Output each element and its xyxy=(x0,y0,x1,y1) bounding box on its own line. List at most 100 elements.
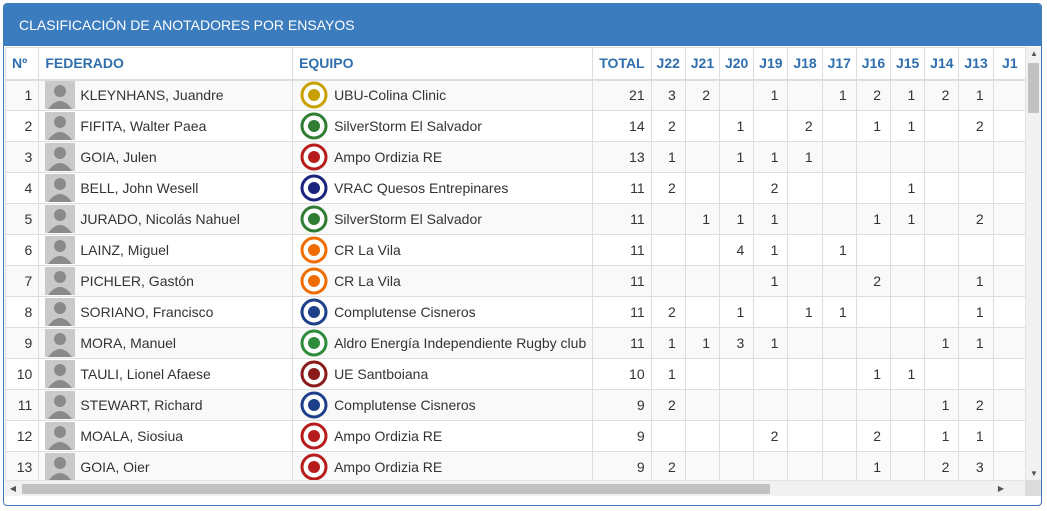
team-name[interactable]: UBU-Colina Clinic xyxy=(334,87,447,104)
equipo-cell[interactable]: Ampo Ordizia RE xyxy=(292,420,594,452)
team-name[interactable]: UE Santboiana xyxy=(334,366,429,382)
team-name[interactable]: Ampo Ordizia RE xyxy=(334,428,443,444)
federado-cell[interactable]: STEWART, Richard xyxy=(38,389,294,421)
federado-cell[interactable]: MORA, Manuel xyxy=(38,327,294,359)
table-row[interactable]: 7 PICHLER, Gastón CR La Vila 11 1 2 1 xyxy=(5,265,1027,297)
horizontal-scroll-thumb[interactable] xyxy=(22,484,770,494)
col-j1x[interactable]: J1 xyxy=(992,47,1027,81)
table-row[interactable]: 11 STEWART, Richard Complutense Cisneros 9 2… xyxy=(5,389,1027,421)
col-j19[interactable]: J19 xyxy=(753,47,789,81)
col-j16[interactable]: J16 xyxy=(855,47,892,81)
equipo-cell[interactable]: UE Santboiana xyxy=(292,358,594,390)
col-j17[interactable]: J17 xyxy=(821,47,857,81)
equipo-cell[interactable]: CR La Vila xyxy=(292,234,594,266)
table-row[interactable]: 10 TAULI, Lionel Afaese UE Santboiana 10 1 1 1 xyxy=(5,358,1027,390)
equipo-cell[interactable]: SilverStorm El Salvador xyxy=(292,110,594,142)
round-tries-cell: 1 xyxy=(787,141,823,173)
col-federado[interactable]: FEDERADO xyxy=(38,47,294,81)
table-row[interactable]: 12 MOALA, Siosiua Ampo Ordizia RE 9 2 2 1 1 xyxy=(5,420,1027,452)
col-j22[interactable]: J22 xyxy=(650,47,686,81)
table-row[interactable]: 1 KLEYNHANS, Juandre UBU-Colina Clinic 21 3 2… xyxy=(5,79,1027,111)
scroll-up-icon[interactable]: ▲ xyxy=(1030,49,1038,58)
scroll-left-icon[interactable]: ◀ xyxy=(9,484,17,493)
player-name[interactable]: FIFITA, Walter Paea xyxy=(80,118,207,134)
table-row[interactable]: 2 FIFITA, Walter Paea SilverStorm El Salva… xyxy=(5,110,1027,142)
round-tries-cell: 1 xyxy=(890,110,926,142)
scroll-right-icon[interactable]: ▶ xyxy=(997,484,1005,493)
col-equipo[interactable]: EQUIPO xyxy=(292,47,594,81)
col-j18[interactable]: J18 xyxy=(787,47,823,81)
player-name[interactable]: STEWART, Richard xyxy=(80,397,203,413)
col-j20[interactable]: J20 xyxy=(719,47,755,81)
player-name[interactable]: GOIA, Oier xyxy=(80,459,150,475)
federado-cell[interactable]: TAULI, Lionel Afaese xyxy=(38,358,294,390)
table-row[interactable]: 4 BELL, John Wesell VRAC Quesos Entrepinar… xyxy=(5,172,1027,204)
horizontal-scrollbar[interactable]: ◀ ▶ xyxy=(5,480,1027,496)
team-name[interactable]: SilverStorm El Salvador xyxy=(334,118,482,134)
row-position: 10 xyxy=(5,358,40,390)
table-row[interactable]: 3 GOIA, Julen Ampo Ordizia RE 13 1 1 1 1 xyxy=(5,141,1027,173)
player-name[interactable]: BELL, John Wesell xyxy=(80,180,199,196)
team-name[interactable]: CR La Vila xyxy=(334,273,401,289)
team-logo-icon xyxy=(299,391,329,419)
federado-cell[interactable]: MOALA, Siosiua xyxy=(38,420,294,452)
team-name[interactable]: CR La Vila xyxy=(334,242,401,258)
federado-cell[interactable]: GOIA, Julen xyxy=(38,141,294,173)
vertical-scroll-thumb[interactable] xyxy=(1028,63,1039,113)
equipo-cell[interactable]: UBU-Colina Clinic xyxy=(292,79,594,111)
round-tries-cell: 2 xyxy=(855,420,892,452)
player-name[interactable]: GOIA, Julen xyxy=(80,149,157,165)
player-name[interactable]: MORA, Manuel xyxy=(80,335,177,351)
player-name[interactable]: KLEYNHANS, Juandre xyxy=(80,87,224,104)
col-j21[interactable]: J21 xyxy=(684,47,721,81)
player-name[interactable]: TAULI, Lionel Afaese xyxy=(80,366,211,382)
federado-cell[interactable]: FIFITA, Walter Paea xyxy=(38,110,294,142)
federado-cell[interactable]: JURADO, Nicolás Nahuel xyxy=(38,203,294,235)
round-tries-cell xyxy=(924,203,960,235)
scroll-down-icon[interactable]: ▼ xyxy=(1030,469,1038,478)
round-tries-cell: 1 xyxy=(753,265,789,297)
federado-cell[interactable]: KLEYNHANS, Juandre xyxy=(38,79,294,111)
round-tries-cell: 3 xyxy=(958,451,994,480)
team-name[interactable]: Complutense Cisneros xyxy=(334,304,476,320)
federado-cell[interactable]: GOIA, Oier xyxy=(38,451,294,480)
team-name[interactable]: SilverStorm El Salvador xyxy=(334,211,482,227)
team-name[interactable]: Ampo Ordizia RE xyxy=(334,149,443,165)
table-viewport[interactable]: Nº FEDERADO EQUIPO TOTAL J22 J21 J20 J19… xyxy=(5,47,1027,480)
player-name[interactable]: LAINZ, Miguel xyxy=(80,242,170,258)
player-name[interactable]: SORIANO, Francisco xyxy=(80,304,214,320)
team-name[interactable]: VRAC Quesos Entrepinares xyxy=(334,180,509,196)
col-j14[interactable]: J14 xyxy=(924,47,960,81)
table-row[interactable]: 9 MORA, Manuel Aldro Energía Independiente… xyxy=(5,327,1027,359)
team-name[interactable]: Complutense Cisneros xyxy=(334,397,476,413)
federado-cell[interactable]: SORIANO, Francisco xyxy=(38,296,294,328)
table-row[interactable]: 6 LAINZ, Miguel CR La Vila 11 4 1 1 xyxy=(5,234,1027,266)
federado-cell[interactable]: BELL, John Wesell xyxy=(38,172,294,204)
player-name[interactable]: MOALA, Siosiua xyxy=(80,428,184,444)
col-j15[interactable]: J15 xyxy=(890,47,926,81)
player-name[interactable]: PICHLER, Gastón xyxy=(80,273,194,289)
team-name[interactable]: Aldro Energía Independiente Rugby club xyxy=(334,335,587,351)
player-name[interactable]: JURADO, Nicolás Nahuel xyxy=(80,211,240,227)
equipo-cell[interactable]: VRAC Quesos Entrepinares xyxy=(292,172,594,204)
scorers-panel: CLASIFICACIÓN DE ANOTADORES POR ENSAYOS … xyxy=(3,3,1042,506)
team-name[interactable]: Ampo Ordizia RE xyxy=(334,459,443,475)
round-tries-cell: 3 xyxy=(650,79,686,111)
equipo-cell[interactable]: Ampo Ordizia RE xyxy=(292,451,594,480)
equipo-cell[interactable]: CR La Vila xyxy=(292,265,594,297)
federado-cell[interactable]: LAINZ, Miguel xyxy=(38,234,294,266)
equipo-cell[interactable]: Complutense Cisneros xyxy=(292,389,594,421)
table-row[interactable]: 5 JURADO, Nicolás Nahuel SilverStorm El Sa… xyxy=(5,203,1027,235)
vertical-scrollbar[interactable]: ▲ ▼ xyxy=(1025,47,1041,480)
col-total[interactable]: TOTAL xyxy=(592,47,652,81)
round-tries-cell xyxy=(924,172,960,204)
equipo-cell[interactable]: Complutense Cisneros xyxy=(292,296,594,328)
equipo-cell[interactable]: SilverStorm El Salvador xyxy=(292,203,594,235)
player-avatar-icon xyxy=(45,453,76,480)
table-row[interactable]: 8 SORIANO, Francisco Complutense Cisneros 1… xyxy=(5,296,1027,328)
col-j13[interactable]: J13 xyxy=(958,47,994,81)
federado-cell[interactable]: PICHLER, Gastón xyxy=(38,265,294,297)
table-row[interactable]: 13 GOIA, Oier Ampo Ordizia RE 9 2 1 2 3 xyxy=(5,451,1027,480)
equipo-cell[interactable]: Aldro Energía Independiente Rugby club xyxy=(292,327,594,359)
equipo-cell[interactable]: Ampo Ordizia RE xyxy=(292,141,594,173)
